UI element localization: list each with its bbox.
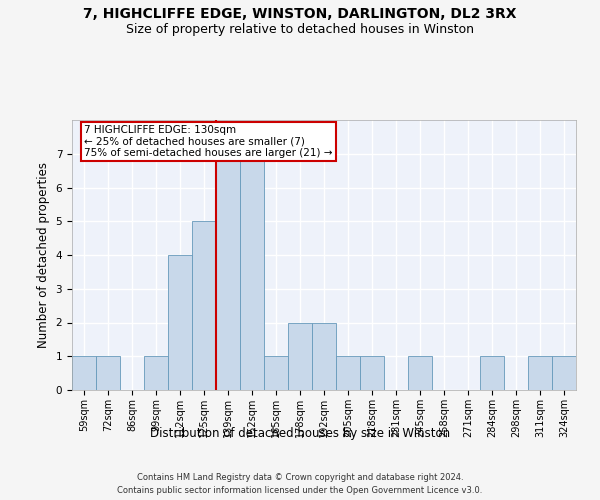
Bar bbox=[96, 356, 120, 390]
Bar bbox=[168, 255, 192, 390]
Bar bbox=[480, 356, 504, 390]
Bar bbox=[216, 154, 240, 390]
Text: Contains public sector information licensed under the Open Government Licence v3: Contains public sector information licen… bbox=[118, 486, 482, 495]
Bar bbox=[312, 322, 336, 390]
Bar bbox=[552, 356, 576, 390]
Text: Size of property relative to detached houses in Winston: Size of property relative to detached ho… bbox=[126, 22, 474, 36]
Text: Distribution of detached houses by size in Winston: Distribution of detached houses by size … bbox=[150, 428, 450, 440]
Text: 7, HIGHCLIFFE EDGE, WINSTON, DARLINGTON, DL2 3RX: 7, HIGHCLIFFE EDGE, WINSTON, DARLINGTON,… bbox=[83, 8, 517, 22]
Bar bbox=[336, 356, 360, 390]
Bar bbox=[288, 322, 312, 390]
Bar bbox=[408, 356, 432, 390]
Bar bbox=[192, 221, 216, 390]
Bar bbox=[360, 356, 384, 390]
Bar bbox=[144, 356, 168, 390]
Text: 7 HIGHCLIFFE EDGE: 130sqm
← 25% of detached houses are smaller (7)
75% of semi-d: 7 HIGHCLIFFE EDGE: 130sqm ← 25% of detac… bbox=[84, 125, 332, 158]
Bar bbox=[240, 154, 264, 390]
Text: Contains HM Land Registry data © Crown copyright and database right 2024.: Contains HM Land Registry data © Crown c… bbox=[137, 472, 463, 482]
Y-axis label: Number of detached properties: Number of detached properties bbox=[37, 162, 50, 348]
Bar bbox=[528, 356, 552, 390]
Bar bbox=[264, 356, 288, 390]
Bar bbox=[72, 356, 96, 390]
